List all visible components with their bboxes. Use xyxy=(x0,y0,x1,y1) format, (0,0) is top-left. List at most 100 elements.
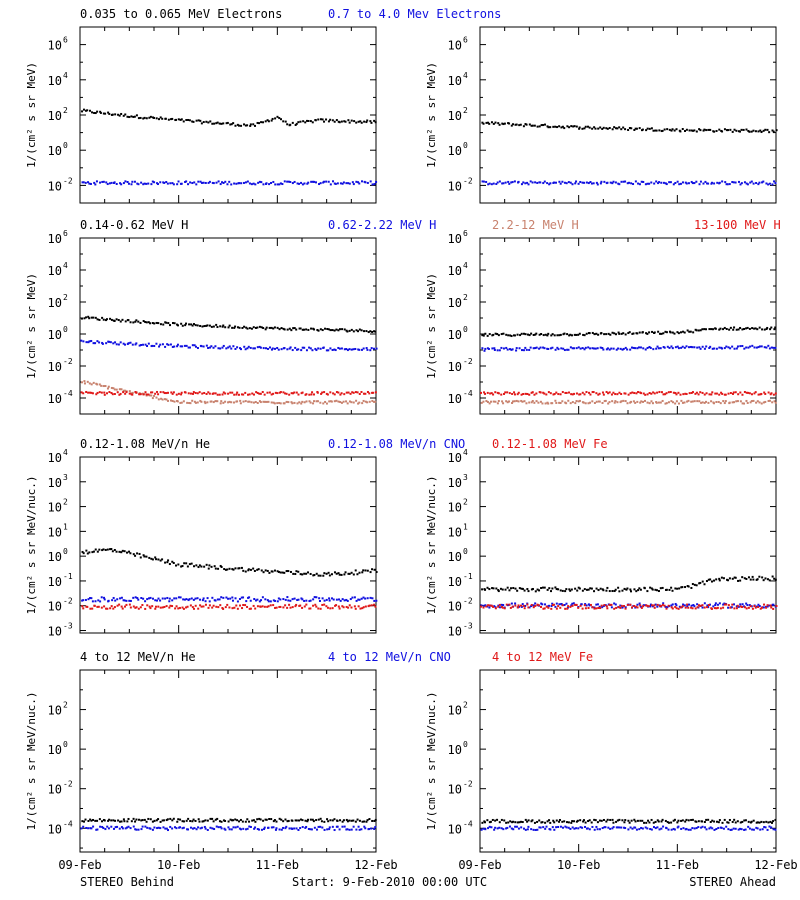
y-tick-label: 10 xyxy=(48,109,62,123)
data-point xyxy=(484,588,487,591)
data-point xyxy=(290,401,293,404)
data-point xyxy=(592,391,595,394)
data-point xyxy=(625,588,628,591)
data-point xyxy=(482,122,485,125)
data-point xyxy=(212,346,215,349)
data-point xyxy=(522,604,525,607)
data-point xyxy=(709,128,712,131)
data-point xyxy=(690,180,693,183)
data-point xyxy=(538,826,541,829)
data-point xyxy=(741,402,744,405)
data-point xyxy=(654,603,657,606)
data-point xyxy=(698,346,701,349)
data-point xyxy=(82,599,85,602)
data-point xyxy=(83,820,86,823)
data-point xyxy=(566,125,569,128)
data-point xyxy=(155,396,158,399)
data-point xyxy=(175,118,178,121)
data-point xyxy=(741,328,744,331)
data-point xyxy=(488,333,491,336)
data-point xyxy=(583,393,586,396)
data-point xyxy=(511,348,514,351)
data-point xyxy=(139,606,142,609)
data-point xyxy=(163,398,166,401)
data-point xyxy=(498,123,501,126)
data-point xyxy=(563,181,566,184)
data-point xyxy=(169,817,172,820)
data-point xyxy=(480,401,483,404)
data-point xyxy=(269,604,272,607)
data-point xyxy=(667,401,670,404)
data-point xyxy=(317,574,320,577)
data-point xyxy=(708,827,711,830)
data-point xyxy=(571,826,574,829)
data-point xyxy=(578,126,581,129)
data-point xyxy=(357,181,360,184)
data-point xyxy=(85,390,88,393)
data-point xyxy=(727,579,730,582)
y-tick-exponent: 4 xyxy=(463,261,468,270)
data-point xyxy=(99,600,102,603)
data-point xyxy=(373,330,376,333)
data-point xyxy=(530,828,533,831)
data-point xyxy=(644,348,647,351)
data-point xyxy=(745,602,748,605)
data-point xyxy=(693,827,696,830)
data-point xyxy=(581,127,584,130)
data-point xyxy=(291,349,294,352)
data-point xyxy=(705,580,708,583)
data-point xyxy=(215,825,218,828)
data-point xyxy=(681,401,684,404)
data-point xyxy=(268,183,271,186)
data-point xyxy=(634,401,637,404)
data-point xyxy=(682,603,685,606)
data-point xyxy=(676,180,679,183)
data-point xyxy=(509,820,512,823)
data-point xyxy=(142,183,145,186)
data-point xyxy=(299,573,302,576)
data-point xyxy=(703,393,706,396)
data-point xyxy=(713,820,716,823)
data-point xyxy=(270,826,273,829)
data-point xyxy=(765,606,768,609)
data-point xyxy=(741,576,744,579)
data-point xyxy=(747,820,750,823)
data-point xyxy=(88,551,91,554)
data-point xyxy=(81,110,84,113)
data-point xyxy=(231,599,234,602)
data-point xyxy=(336,819,339,822)
data-point xyxy=(621,348,624,351)
data-point xyxy=(493,347,496,350)
data-point xyxy=(490,400,493,403)
data-point xyxy=(150,557,153,560)
data-point xyxy=(221,393,224,396)
data-point xyxy=(276,326,279,329)
data-point xyxy=(253,347,256,350)
data-point xyxy=(757,130,760,133)
data-point xyxy=(171,605,174,608)
y-tick-exponent: 2 xyxy=(63,293,68,302)
data-point xyxy=(583,127,586,130)
y-tick-label: 10 xyxy=(448,360,462,374)
data-point xyxy=(584,603,587,606)
data-point xyxy=(187,828,190,831)
y-tick-exponent: -2 xyxy=(63,780,73,789)
data-point xyxy=(149,818,152,821)
data-point xyxy=(752,819,755,822)
data-point xyxy=(308,607,311,610)
data-point xyxy=(587,606,590,609)
data-point xyxy=(142,393,145,396)
data-point xyxy=(577,346,580,349)
data-point xyxy=(184,324,187,327)
data-point xyxy=(558,818,561,821)
data-point xyxy=(687,182,690,185)
data-point xyxy=(276,183,279,186)
data-point xyxy=(589,401,592,404)
data-point xyxy=(743,181,746,184)
data-point xyxy=(139,321,142,324)
data-point xyxy=(246,327,249,330)
data-point xyxy=(122,114,125,117)
data-point xyxy=(259,401,262,404)
data-point xyxy=(268,571,271,574)
data-point xyxy=(115,388,118,391)
